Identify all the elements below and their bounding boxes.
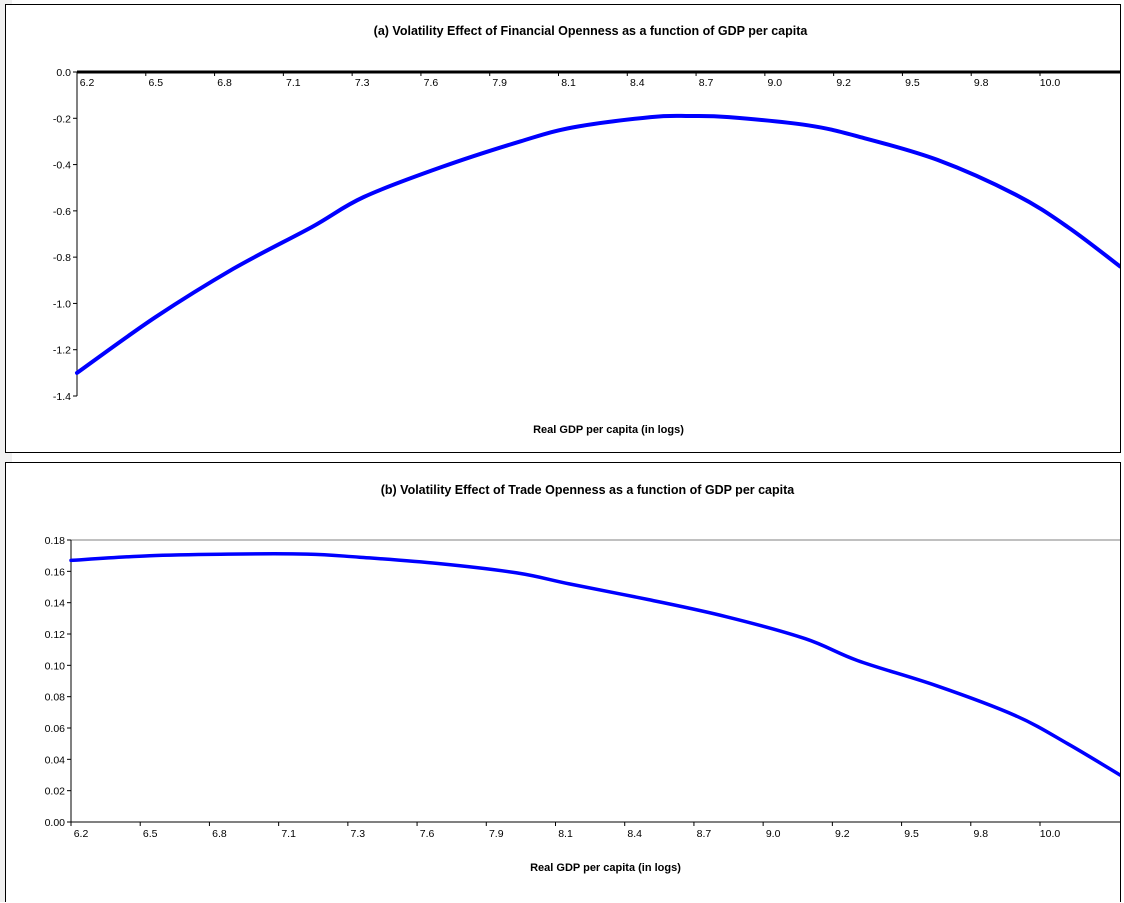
y-tick-label: 0.08 — [45, 692, 66, 704]
x-tick-label: 8.1 — [561, 77, 576, 89]
x-tick-label: 9.8 — [973, 828, 988, 840]
x-tick-label: 6.8 — [212, 828, 227, 840]
chart-a-svg: (a) Volatility Effect of Financial Openn… — [53, 24, 1120, 436]
y-tick-label: 0.00 — [45, 817, 66, 829]
y-tick-label: -0.8 — [53, 252, 71, 264]
x-tick-label: 8.1 — [558, 828, 573, 840]
x-axis-label: Real GDP per capita (in logs) — [530, 862, 681, 874]
y-tick-label: 0.12 — [45, 629, 66, 641]
x-tick-label: 10.0 — [1040, 77, 1061, 89]
y-tick-label: 0.10 — [45, 660, 66, 672]
x-tick-label: 7.6 — [424, 77, 439, 89]
chart-panel-b: (b) Volatility Effect of Trade Openness … — [5, 462, 1121, 902]
x-tick-label: 8.4 — [627, 828, 642, 840]
y-tick-label: -0.6 — [53, 206, 71, 218]
series-line — [75, 113, 1120, 375]
x-tick-label: 7.3 — [351, 828, 366, 840]
chart-b-svg: (b) Volatility Effect of Trade Openness … — [45, 483, 1120, 874]
x-tick-label: 6.8 — [217, 77, 232, 89]
y-tick-label: 0.0 — [56, 67, 71, 79]
y-tick-label: 0.04 — [45, 754, 66, 766]
x-tick-label: 9.8 — [974, 77, 989, 89]
y-tick-label: 0.06 — [45, 723, 66, 735]
chart-title: (b) Volatility Effect of Trade Openness … — [381, 483, 796, 497]
x-tick-label: 7.1 — [286, 77, 301, 89]
chart-panel-a: (a) Volatility Effect of Financial Openn… — [5, 4, 1121, 453]
x-tick-label: 6.5 — [148, 77, 163, 89]
x-tick-label: 9.5 — [904, 828, 919, 840]
x-tick-label: 9.5 — [905, 77, 920, 89]
y-tick-label: 0.18 — [45, 535, 66, 547]
x-tick-label: 7.1 — [281, 828, 296, 840]
y-tick-label: -1.2 — [53, 345, 71, 357]
x-tick-label: 7.3 — [355, 77, 370, 89]
x-tick-label: 9.2 — [836, 77, 851, 89]
y-tick-label: 0.14 — [45, 598, 66, 610]
x-tick-label: 9.2 — [835, 828, 850, 840]
x-tick-label: 8.4 — [630, 77, 645, 89]
y-tick-label: -0.4 — [53, 160, 71, 172]
x-tick-label: 8.7 — [699, 77, 714, 89]
x-tick-label: 10.0 — [1040, 828, 1061, 840]
x-tick-label: 7.6 — [420, 828, 435, 840]
x-tick-label: 7.9 — [492, 77, 507, 89]
x-tick-label: 7.9 — [489, 828, 504, 840]
y-tick-label: 0.16 — [45, 566, 66, 578]
series-line — [69, 552, 1120, 777]
x-tick-label: 9.0 — [766, 828, 781, 840]
x-tick-label: 6.5 — [143, 828, 158, 840]
y-tick-label: -1.4 — [53, 391, 71, 403]
x-axis-label: Real GDP per capita (in logs) — [533, 424, 684, 436]
y-tick-label: 0.02 — [45, 786, 66, 798]
x-tick-label: 6.2 — [80, 77, 95, 89]
x-tick-label: 8.7 — [697, 828, 712, 840]
y-tick-label: -1.0 — [53, 298, 71, 310]
x-tick-label: 6.2 — [74, 828, 89, 840]
chart-title: (a) Volatility Effect of Financial Openn… — [374, 24, 809, 38]
y-tick-label: -0.2 — [53, 113, 71, 125]
x-tick-label: 9.0 — [768, 77, 783, 89]
